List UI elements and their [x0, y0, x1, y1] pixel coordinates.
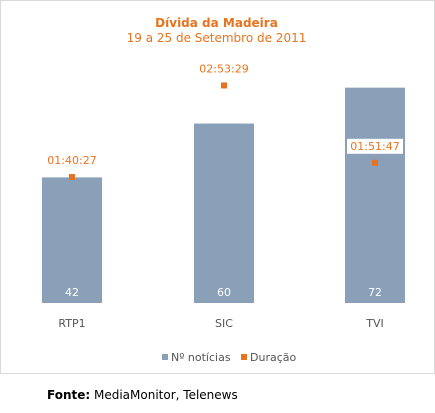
bar-tvi — [345, 87, 405, 303]
legend-label-news: Nº notícias — [171, 351, 231, 364]
duration-label: 01:40:27 — [47, 154, 96, 167]
chart-title: Dívida da Madeira — [155, 16, 278, 30]
duration-label: 02:53:29 — [199, 62, 248, 75]
duration-label-bg — [347, 138, 403, 154]
bar-value-label: 60 — [217, 286, 231, 299]
source-note: Fonte: MediaMonitor, Telenews — [47, 388, 238, 402]
legend-label-duration: Duração — [250, 351, 296, 364]
category-label-tvi: TVI — [365, 317, 384, 330]
duration-label-bg — [196, 61, 252, 77]
duration-marker — [221, 82, 227, 89]
bar-rtp1 — [42, 177, 102, 303]
duration-marker — [69, 174, 75, 181]
chart-subtitle: 19 a 25 de Setembro de 2011 — [126, 31, 307, 45]
bar-value-label: 72 — [368, 286, 382, 299]
bar-sic — [194, 123, 254, 303]
bar-value-label: 42 — [65, 286, 79, 299]
category-label-rtp1: RTP1 — [58, 317, 85, 330]
legend-swatch-duration — [241, 354, 247, 360]
duration-label-bg — [44, 153, 100, 169]
category-label-sic: SIC — [215, 317, 233, 330]
duration-label: 01:51:47 — [350, 140, 399, 153]
chart-plot: 42 RTP1 01:40:27 60 SIC 02:53:29 72 TVI 01:51:47… — [42, 61, 405, 364]
source-text: MediaMonitor, Telenews — [90, 388, 238, 402]
source-label: Fonte: — [47, 388, 91, 402]
duration-marker — [372, 159, 378, 166]
legend-swatch-news — [162, 354, 168, 360]
